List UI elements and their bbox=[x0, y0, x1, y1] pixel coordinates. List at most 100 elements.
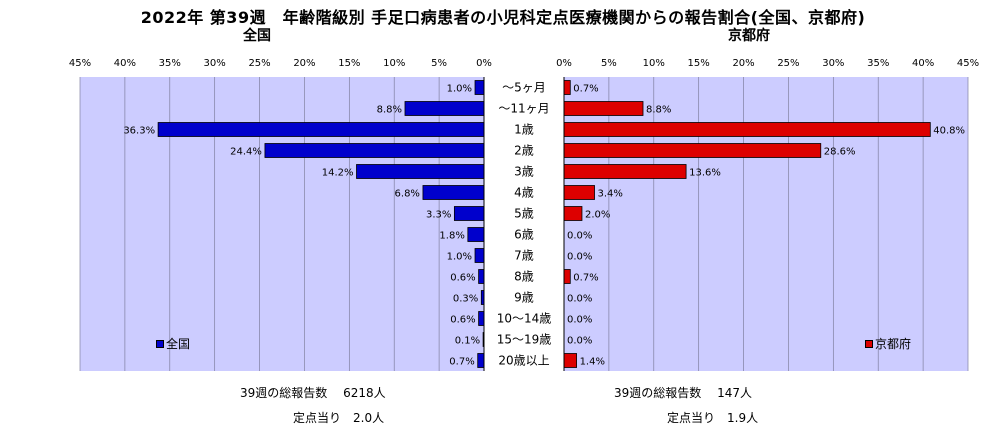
right-tick-label: 25% bbox=[777, 58, 799, 69]
right-tick-label: 10% bbox=[643, 58, 665, 69]
left-plot-area bbox=[80, 77, 484, 371]
right-tick-label: 30% bbox=[822, 58, 844, 69]
national-value-label: 0.6% bbox=[450, 315, 475, 326]
legend-national-swatch bbox=[156, 339, 164, 348]
category-label: 3歳 bbox=[514, 165, 534, 179]
national-total-reports: 39週の総報告数 6218人 bbox=[240, 386, 386, 400]
national-value-label: 6.8% bbox=[395, 189, 420, 200]
category-label: 20歳以上 bbox=[498, 354, 549, 368]
national-bar bbox=[264, 143, 485, 158]
kyoto-value-label: 0.7% bbox=[573, 84, 598, 95]
kyoto-bar bbox=[563, 101, 644, 116]
kyoto-bar bbox=[563, 80, 571, 95]
left-tick-label: 5% bbox=[431, 58, 447, 69]
category-label: 1歳 bbox=[514, 123, 534, 137]
left-tick-label: 45% bbox=[69, 58, 91, 69]
national-bar bbox=[467, 227, 485, 242]
category-label: 6歳 bbox=[514, 228, 534, 242]
legend-national-label: 全国 bbox=[166, 337, 191, 351]
category-label: 2歳 bbox=[514, 144, 534, 158]
left-tick-label: 20% bbox=[293, 58, 315, 69]
right-plot-area bbox=[564, 77, 968, 371]
category-label: ～5ヶ月 bbox=[502, 81, 546, 95]
national-bar bbox=[157, 122, 485, 137]
chart-title: 2022年 第39週 年齢階級別 手足口病患者の小児科定点医療機関からの報告割合… bbox=[140, 8, 866, 27]
kyoto-value-label: 40.8% bbox=[933, 126, 965, 137]
kyoto-bar bbox=[563, 164, 687, 179]
right-tick-label: 0% bbox=[556, 58, 572, 69]
national-bar bbox=[404, 101, 485, 116]
national-bar bbox=[478, 311, 485, 326]
left-tick-label: 10% bbox=[383, 58, 405, 69]
national-value-label: 0.1% bbox=[455, 336, 480, 347]
left-tick-label: 40% bbox=[114, 58, 136, 69]
legend-kyoto-swatch bbox=[865, 339, 873, 348]
kyoto-value-label: 28.6% bbox=[824, 147, 856, 158]
kyoto-bar bbox=[563, 206, 583, 221]
national-bar bbox=[474, 80, 485, 95]
kyoto-value-label: 2.0% bbox=[585, 210, 610, 221]
kyoto-bar bbox=[563, 269, 571, 284]
category-label: 7歳 bbox=[514, 249, 534, 263]
category-label: 4歳 bbox=[514, 186, 534, 200]
bar-chart-svg: 45% 40% 35% 30% 25% 20% 15% 10% 5% 0% 0% 5% 10% 15% 20… bbox=[69, 58, 979, 371]
right-panel-title: 京都府 bbox=[728, 28, 770, 44]
category-label: ～11ヶ月 bbox=[498, 102, 549, 116]
kyoto-bar bbox=[563, 122, 931, 137]
national-bar bbox=[422, 185, 485, 200]
kyoto-value-label: 0.0% bbox=[567, 231, 592, 242]
national-value-label: 1.0% bbox=[447, 84, 472, 95]
national-value-label: 0.7% bbox=[449, 357, 474, 368]
national-bar bbox=[477, 353, 485, 368]
kyoto-total-reports: 39週の総報告数 147人 bbox=[614, 386, 752, 400]
kyoto-bar bbox=[563, 353, 577, 368]
kyoto-value-label: 8.8% bbox=[646, 105, 671, 116]
national-value-label: 1.8% bbox=[439, 231, 464, 242]
left-tick-label: 15% bbox=[338, 58, 360, 69]
national-bar bbox=[474, 248, 485, 263]
kyoto-value-label: 0.0% bbox=[567, 315, 592, 326]
legend-kyoto: 京都府 bbox=[865, 335, 911, 352]
national-value-label: 36.3% bbox=[123, 126, 155, 137]
right-tick-label: 20% bbox=[732, 58, 754, 69]
legend-kyoto-label: 京都府 bbox=[875, 337, 912, 351]
national-value-label: 0.3% bbox=[453, 294, 478, 305]
left-tick-label: 35% bbox=[159, 58, 181, 69]
national-bar bbox=[356, 164, 485, 179]
category-label: 9歳 bbox=[514, 291, 534, 305]
kyoto-value-label: 3.4% bbox=[598, 189, 623, 200]
left-panel-title: 全国 bbox=[243, 28, 271, 44]
kyoto-value-label: 0.7% bbox=[573, 273, 598, 284]
national-value-label: 1.0% bbox=[447, 252, 472, 263]
right-tick-label: 35% bbox=[867, 58, 889, 69]
left-tick-label: 0% bbox=[476, 58, 492, 69]
kyoto-per-site: 定点当り 1.9人 bbox=[667, 411, 759, 425]
right-tick-label: 45% bbox=[957, 58, 979, 69]
kyoto-bar bbox=[563, 185, 595, 200]
kyoto-bar bbox=[563, 143, 822, 158]
national-bar bbox=[453, 206, 485, 221]
right-tick-label: 40% bbox=[912, 58, 934, 69]
kyoto-value-label: 1.4% bbox=[580, 357, 605, 368]
kyoto-value-label: 0.0% bbox=[567, 294, 592, 305]
category-label: 5歳 bbox=[514, 207, 534, 221]
national-value-label: 24.4% bbox=[230, 147, 262, 158]
category-label: 10～14歳 bbox=[497, 312, 552, 326]
kyoto-value-label: 0.0% bbox=[567, 336, 592, 347]
legend-national: 全国 bbox=[156, 335, 190, 352]
national-value-label: 8.8% bbox=[377, 105, 402, 116]
kyoto-value-label: 0.0% bbox=[567, 252, 592, 263]
right-tick-label: 15% bbox=[688, 58, 710, 69]
kyoto-value-label: 13.6% bbox=[689, 168, 721, 179]
national-value-label: 14.2% bbox=[322, 168, 354, 179]
national-value-label: 3.3% bbox=[426, 210, 451, 221]
category-label: 8歳 bbox=[514, 270, 534, 284]
national-bar bbox=[478, 269, 485, 284]
left-tick-label: 30% bbox=[204, 58, 226, 69]
left-tick-label: 25% bbox=[248, 58, 270, 69]
national-per-site: 定点当り 2.0人 bbox=[293, 411, 385, 425]
national-value-label: 0.6% bbox=[450, 273, 475, 284]
category-label: 15～19歳 bbox=[497, 333, 552, 347]
right-tick-label: 5% bbox=[601, 58, 617, 69]
